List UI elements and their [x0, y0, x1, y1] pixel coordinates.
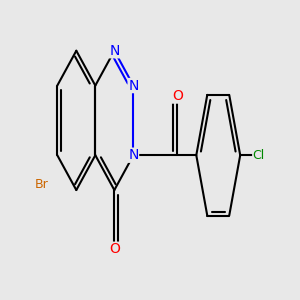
Text: N: N [128, 148, 139, 162]
Text: N: N [109, 44, 119, 58]
Text: O: O [172, 89, 183, 103]
Text: N: N [128, 79, 139, 93]
Text: Cl: Cl [253, 149, 265, 162]
Text: Br: Br [34, 178, 48, 191]
Text: O: O [109, 242, 120, 256]
